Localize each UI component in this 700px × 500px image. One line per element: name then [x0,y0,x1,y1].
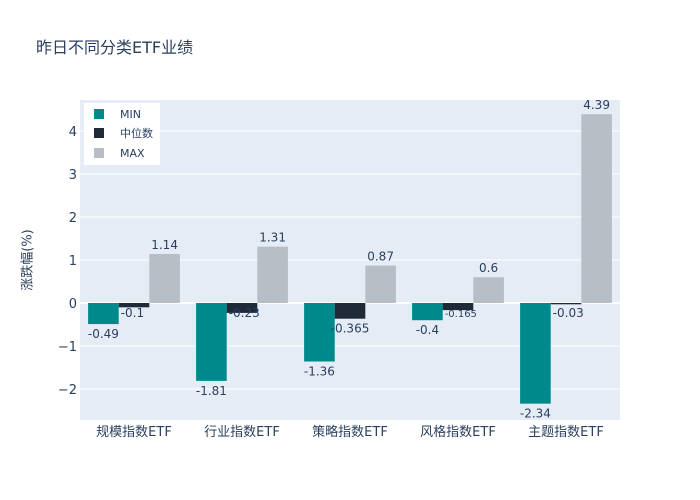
bar [334,303,366,319]
bar [365,265,396,304]
data-label: -0.165 [445,309,477,320]
bar [88,303,119,325]
legend-item-min[interactable]: MIN [94,106,141,122]
data-label: 1.31 [259,231,286,245]
legend-swatch-min [94,109,104,119]
bar [520,303,551,404]
legend-label-median: 中位数 [120,127,153,140]
x-tick-label: 主题指数ETF [528,425,604,440]
bar [412,303,443,321]
bar [118,303,150,308]
y-tick-label: −2 [58,383,77,398]
y-tick-label: −1 [58,340,77,355]
legend-label-max: MAX [120,146,145,160]
data-label: -0.03 [553,306,584,320]
bar [442,303,474,311]
x-tick-label: 风格指数ETF [420,424,496,440]
y-tick-label: 2 [69,211,77,226]
data-label: 0.6 [479,261,498,275]
y-axis-label: 涨跌幅(%) [20,229,36,291]
y-tick-labels: −2 −1 0 1 2 3 4 [58,125,77,398]
bar [226,303,258,313]
y-tick-label: 3 [69,168,77,183]
legend-label-min: MIN [120,107,141,121]
data-label: 1.14 [151,238,178,252]
chart-title: 昨日不同分类ETF业绩 [36,38,194,57]
y-tick-label: 1 [69,254,77,269]
data-label: -0.1 [121,306,144,320]
bar [257,246,288,304]
data-label: 4.39 [583,98,610,112]
y-tick-label: 4 [69,125,77,140]
legend[interactable]: MIN 中位数 MAX [84,103,160,165]
data-label: -2.34 [520,407,551,421]
y-tick-label: 0 [69,297,77,312]
x-tick-label: 行业指数ETF [204,425,280,440]
bar [473,277,504,304]
x-tick-labels: 规模指数ETF 行业指数ETF 策略指数ETF 风格指数ETF 主题指数ETF [96,424,604,440]
bars [88,114,612,404]
data-label: 0.87 [367,250,394,264]
x-tick-label: 策略指数ETF [312,424,388,440]
x-tick-label: 规模指数ETF [96,425,172,440]
legend-swatch-max [94,148,104,158]
legend-item-median[interactable]: 中位数 [94,125,153,141]
data-labels: -0.49-0.1 1.14 -1.81 -0.23 1.31 -1.36 -0.365 0.… [88,98,610,420]
data-label: -1.81 [196,384,227,398]
data-label: -0.49 [88,327,119,341]
bar [581,114,612,304]
bar [196,303,227,381]
data-label: -0.4 [416,323,439,337]
legend-item-max[interactable]: MAX [94,145,145,161]
bar [149,253,180,304]
legend-swatch-median [94,128,104,138]
data-label: -1.36 [304,365,335,379]
bar [304,303,335,362]
bar [550,303,582,305]
data-label: -0.365 [331,322,370,336]
data-label: -0.23 [229,306,260,320]
